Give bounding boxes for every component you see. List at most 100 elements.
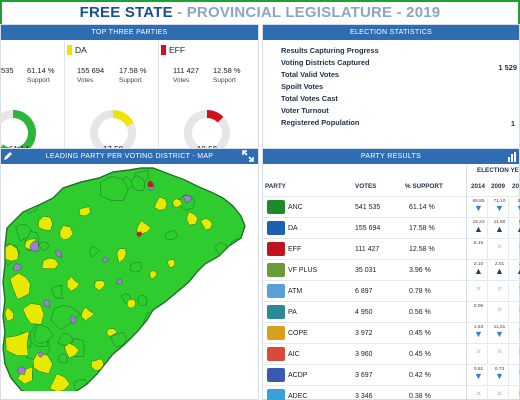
voting-district[interactable] <box>38 241 49 252</box>
voting-district[interactable] <box>147 180 154 188</box>
voting-district[interactable] <box>137 294 148 307</box>
voting-district[interactable] <box>182 195 193 204</box>
expand-icon[interactable] <box>242 150 254 162</box>
voting-district[interactable] <box>210 256 232 278</box>
voting-district[interactable] <box>17 366 27 375</box>
voting-district[interactable] <box>172 198 183 208</box>
history-cell: 0.51 ▼ <box>470 366 488 385</box>
voting-district[interactable] <box>39 164 56 180</box>
col-header-support[interactable]: % SUPPORT <box>405 183 443 190</box>
voting-district[interactable] <box>167 259 176 269</box>
voting-district[interactable] <box>57 352 68 364</box>
voting-district[interactable] <box>64 342 80 359</box>
voting-district[interactable] <box>214 315 232 330</box>
donut-arc <box>112 110 134 127</box>
voting-district[interactable] <box>4 306 15 322</box>
voting-district[interactable] <box>186 313 196 324</box>
history-value: 81 <box>517 199 520 204</box>
voting-district[interactable] <box>38 351 45 358</box>
voting-district[interactable] <box>115 277 123 285</box>
voting-district[interactable] <box>54 249 63 258</box>
voting-district[interactable] <box>33 323 55 345</box>
voting-district[interactable] <box>130 175 146 192</box>
arrow-up-icon: ▲ <box>495 266 504 276</box>
history-value: 2.10 <box>473 262 484 267</box>
voting-district[interactable] <box>89 245 100 258</box>
voting-district[interactable] <box>51 285 64 299</box>
voting-district[interactable] <box>38 216 53 231</box>
table-row[interactable]: EFF 111 427 12.58 % 8.15 ✕ ✕ <box>263 238 520 259</box>
voting-district[interactable] <box>203 331 226 350</box>
voting-district[interactable] <box>149 270 158 280</box>
party-card-pct: 12.58 % <box>213 66 241 75</box>
stat-label: Voter Turnout <box>281 106 329 115</box>
voting-district[interactable] <box>43 298 51 308</box>
map-canvas[interactable] <box>1 164 259 391</box>
party-logo <box>267 347 285 361</box>
voting-district[interactable] <box>102 256 109 263</box>
col-header-election-years: ELECTION YE <box>477 167 519 174</box>
voting-district[interactable] <box>199 218 213 231</box>
history-cell: 2▲ <box>512 261 520 280</box>
voting-district[interactable] <box>50 305 81 331</box>
voting-district[interactable] <box>41 257 60 270</box>
voting-district[interactable] <box>5 330 30 356</box>
voting-district[interactable] <box>190 326 206 340</box>
voting-district[interactable] <box>17 366 33 385</box>
no-data-icon: ✕ <box>475 391 482 398</box>
table-row[interactable]: ATM 6 897 0.78 % ✕ ✕ ✕ <box>263 280 520 301</box>
voting-district[interactable] <box>186 211 199 226</box>
voting-district[interactable] <box>59 225 74 241</box>
voting-district[interactable] <box>94 280 106 291</box>
bar-chart-icon[interactable] <box>507 152 517 162</box>
voting-district[interactable] <box>153 196 168 211</box>
voting-district[interactable] <box>22 303 45 325</box>
voting-district[interactable] <box>216 330 225 342</box>
history-cell: 0.73 ▼ <box>491 366 509 385</box>
table-row[interactable]: ADEC 3 346 0.38 % ✕ ✕ ✕ <box>263 385 520 400</box>
col-header-party[interactable]: PARTY <box>265 183 286 190</box>
voting-district[interactable] <box>116 248 127 264</box>
voting-district[interactable] <box>136 231 143 238</box>
arrow-down-icon: ▼ <box>495 203 504 213</box>
voting-district[interactable] <box>129 261 143 273</box>
district-map[interactable] <box>1 164 259 391</box>
voting-district[interactable] <box>100 176 129 201</box>
year-header-2009: 2009 <box>491 183 506 190</box>
party-card-votes-label: Votes <box>77 77 94 84</box>
pencil-icon[interactable] <box>3 151 13 161</box>
history-cell: 2.01 ▲ <box>491 261 509 280</box>
party-support: 0.78 % <box>409 288 431 295</box>
voting-district[interactable] <box>111 331 127 347</box>
voting-district[interactable] <box>32 351 53 375</box>
voting-district[interactable] <box>29 240 39 252</box>
table-row[interactable]: PA 4 950 0.56 % 0.06 ✕ ✕ <box>263 301 520 322</box>
voting-district[interactable] <box>81 306 96 321</box>
voting-district[interactable] <box>79 206 91 217</box>
voting-district[interactable] <box>106 328 118 337</box>
voting-district[interactable] <box>126 299 136 309</box>
voting-district[interactable] <box>70 314 77 325</box>
col-header-votes[interactable]: VOTES <box>355 183 377 190</box>
voting-district[interactable] <box>66 276 80 292</box>
table-row[interactable]: AIC 3 960 0.45 % ✕ ✕ ✕ <box>263 343 520 364</box>
voting-district[interactable] <box>135 220 152 235</box>
voting-district[interactable] <box>3 243 19 262</box>
voting-district[interactable] <box>114 362 125 372</box>
voting-district[interactable] <box>219 296 228 305</box>
party-card-da[interactable]: DA 155 694 Votes 17.58 % Support 17.58 <box>65 41 159 169</box>
voting-district[interactable] <box>49 373 71 391</box>
stat-label: Total Valid Votes <box>281 70 340 79</box>
voting-district[interactable] <box>13 263 23 272</box>
voting-district[interactable] <box>15 224 32 242</box>
voting-district[interactable] <box>231 238 246 256</box>
voting-district[interactable] <box>23 181 34 194</box>
voting-district[interactable] <box>9 272 31 300</box>
history-cell: 8.15 <box>470 240 488 259</box>
voting-district[interactable] <box>164 230 178 240</box>
